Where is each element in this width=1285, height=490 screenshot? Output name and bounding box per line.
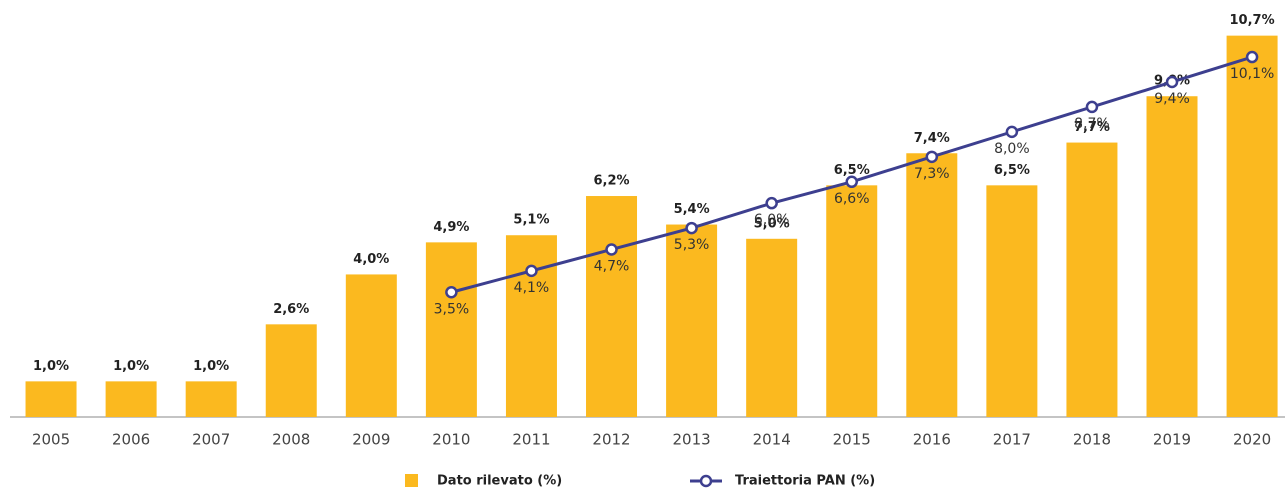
bar-value-label: 5,1% — [513, 213, 549, 228]
bar-value-label: 2,6% — [273, 302, 309, 317]
legend-label: Dato rilevato (%) — [437, 474, 562, 489]
bar — [826, 185, 878, 417]
bar — [746, 238, 798, 417]
x-tick-label: 2010 — [432, 431, 470, 449]
bar-value-label: 6,5% — [994, 163, 1030, 178]
line-value-label: 7,3% — [914, 166, 950, 182]
line-marker — [765, 196, 778, 210]
x-tick-label: 2008 — [272, 431, 310, 449]
bar — [666, 224, 718, 417]
line-value-label: 10,1% — [1230, 66, 1274, 82]
x-tick-label: 2017 — [993, 431, 1031, 449]
line-marker — [845, 175, 858, 189]
legend-label: Traiettoria PAN (%) — [735, 474, 875, 489]
line-marker — [685, 221, 698, 235]
bar — [25, 381, 77, 417]
line-value-label: 4,7% — [594, 258, 630, 274]
bar — [1226, 35, 1278, 418]
line-marker — [445, 286, 458, 299]
bar — [586, 196, 638, 417]
bar — [906, 153, 958, 417]
bar-value-label: 10,7% — [1230, 13, 1275, 28]
bar-value-label: 1,0% — [33, 359, 69, 374]
bar — [425, 242, 477, 417]
legend-swatch-bar — [405, 474, 418, 487]
x-tick-label: 2007 — [192, 431, 230, 449]
bar-value-label: 5,0% — [754, 216, 790, 231]
x-tick-label: 2014 — [753, 431, 791, 449]
line-value-label: 6,0% — [754, 212, 790, 228]
x-tick-label: 2013 — [673, 431, 711, 449]
bar — [105, 381, 157, 417]
line-value-label: 8,0% — [994, 141, 1030, 157]
x-tick-label: 2012 — [592, 431, 630, 449]
bar — [1146, 96, 1198, 417]
line-marker — [1245, 50, 1259, 64]
bar — [986, 185, 1038, 417]
bar — [265, 324, 317, 417]
line-marker — [925, 150, 939, 164]
line-value-label: 6,6% — [834, 191, 870, 207]
line-marker — [1005, 125, 1019, 139]
bar — [505, 235, 557, 417]
bar — [1066, 142, 1118, 418]
x-tick-label: 2009 — [352, 431, 390, 449]
line-value-label: 5,3% — [674, 237, 710, 253]
bar-value-label: 1,0% — [193, 359, 229, 374]
bar-value-label: 4,0% — [353, 252, 389, 267]
x-tick-label: 2011 — [512, 431, 550, 449]
legend-swatch-marker — [699, 474, 713, 488]
line-marker — [1165, 75, 1179, 89]
line-value-label: 9,4% — [1154, 91, 1190, 107]
x-tick-label: 2018 — [1073, 431, 1111, 449]
bar-value-label: 5,4% — [674, 202, 710, 217]
x-tick-label: 2016 — [913, 431, 951, 449]
bar-value-label: 7,4% — [914, 131, 950, 146]
bar-value-label: 4,9% — [433, 220, 469, 235]
x-tick-label: 2005 — [32, 431, 70, 449]
bar-value-label: 7,7% — [1074, 120, 1110, 135]
line-marker — [605, 243, 618, 256]
x-tick-label: 2015 — [833, 431, 871, 449]
x-tick-label: 2019 — [1153, 431, 1191, 449]
x-tick-label: 2020 — [1233, 431, 1271, 449]
bar-value-label: 1,0% — [113, 359, 149, 374]
bar — [345, 274, 397, 417]
line-value-label: 8,7% — [1074, 116, 1110, 132]
x-tick-label: 2006 — [112, 431, 150, 449]
line-value-label: 3,5% — [434, 301, 470, 317]
bar-value-label: 6,2% — [593, 174, 629, 189]
line-marker — [1085, 100, 1099, 114]
line-value-label: 4,1% — [514, 280, 550, 296]
bar — [185, 381, 237, 417]
line-marker — [525, 264, 538, 278]
bar-value-label: 6,5% — [834, 163, 870, 178]
